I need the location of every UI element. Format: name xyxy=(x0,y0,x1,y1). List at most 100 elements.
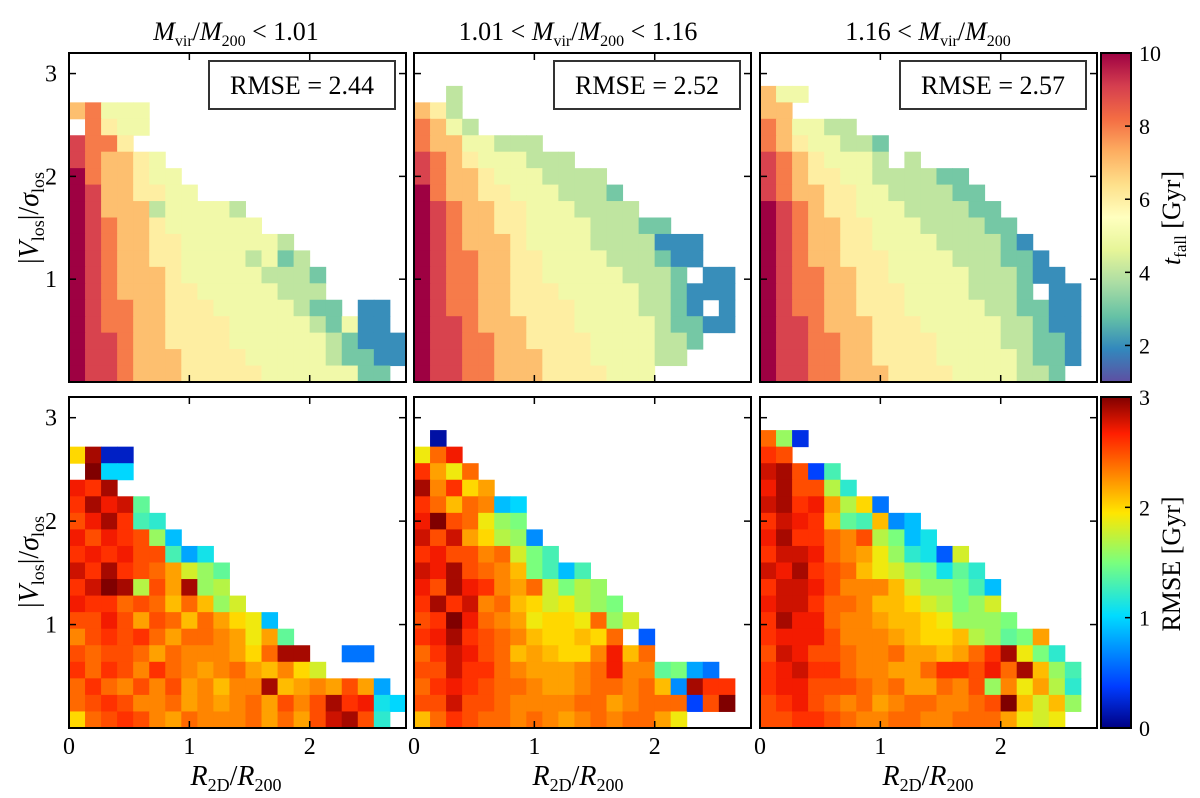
heatmap-cell xyxy=(904,266,921,284)
heatmap-cell xyxy=(776,316,793,334)
heatmap-cell xyxy=(462,711,479,729)
heatmap-cell xyxy=(824,628,841,646)
heatmap-cell xyxy=(478,479,495,497)
heatmap-cell xyxy=(526,135,543,153)
heatmap-cell xyxy=(558,628,575,646)
heatmap-cell xyxy=(101,151,118,169)
heatmap-cell xyxy=(952,316,970,334)
heatmap-cell xyxy=(952,711,970,729)
heatmap-cell xyxy=(718,694,736,712)
heatmap-cell xyxy=(462,168,479,186)
heatmap-cell xyxy=(936,217,954,235)
heatmap-cell xyxy=(622,299,640,317)
heatmap-cell xyxy=(872,365,889,383)
heatmap-cell xyxy=(430,233,447,251)
heatmap-cell xyxy=(414,628,431,646)
heatmap-cell xyxy=(840,579,857,597)
heatmap-cell xyxy=(792,299,809,317)
heatmap-cell xyxy=(181,579,198,597)
heatmap-cell xyxy=(149,168,166,186)
heatmap-cell xyxy=(213,562,230,580)
heatmap-cell xyxy=(776,283,793,301)
heatmap-cell xyxy=(213,645,230,663)
heatmap-cell xyxy=(85,545,102,563)
heatmap-cell xyxy=(590,645,608,663)
heatmap-cell xyxy=(373,299,391,317)
heatmap-cell xyxy=(117,496,134,514)
heatmap-cell xyxy=(952,233,970,251)
heatmap-cell xyxy=(293,349,311,367)
heatmap-cell xyxy=(654,661,672,679)
heatmap-cell xyxy=(430,168,447,186)
heatmap-cell xyxy=(840,365,857,383)
heatmap-cell xyxy=(165,332,182,350)
heatmap-cell xyxy=(462,283,479,301)
heatmap-cell xyxy=(840,151,857,169)
heatmap-cell xyxy=(984,579,1002,597)
heatmap-cell xyxy=(968,562,986,580)
heatmap-cell xyxy=(856,151,873,169)
heatmap-cell xyxy=(872,545,889,563)
heatmap-cell xyxy=(590,283,608,301)
heatmap-cell xyxy=(984,711,1002,729)
heatmap-cell xyxy=(462,628,479,646)
heatmap-cell xyxy=(414,316,431,334)
heatmap-cell xyxy=(1016,645,1034,663)
heatmap-cell xyxy=(446,201,463,218)
heatmap-cell xyxy=(776,233,793,251)
heatmap-cell xyxy=(1000,283,1018,301)
heatmap-cell xyxy=(952,299,970,317)
heatmap-cell xyxy=(414,529,431,547)
heatmap-cell xyxy=(478,678,495,696)
heatmap-cell xyxy=(686,283,704,301)
x-axis-label-2: R2D/R200 xyxy=(532,761,624,795)
heatmap-cell xyxy=(69,678,86,696)
heatmap-cell xyxy=(357,349,375,367)
heatmap-cell xyxy=(357,678,375,696)
heatmap-cell xyxy=(670,283,688,301)
heatmap-cell xyxy=(446,250,463,268)
heatmap-cell xyxy=(277,332,295,350)
heatmap-cell xyxy=(85,446,102,464)
heatmap-cell xyxy=(606,595,624,613)
heatmap-cell xyxy=(117,645,134,663)
heatmap-cell xyxy=(776,512,793,530)
heatmap-cell xyxy=(718,266,736,284)
heatmap-cell xyxy=(622,233,640,251)
heatmap-cell xyxy=(824,545,841,563)
heatmap-cell xyxy=(840,201,857,218)
heatmap-cell xyxy=(904,299,921,317)
heatmap-cell xyxy=(968,661,986,679)
heatmap-cell xyxy=(872,168,889,186)
heatmap-cell xyxy=(197,562,214,580)
heatmap-cell xyxy=(574,711,591,729)
heatmap-cell xyxy=(558,283,575,301)
heatmap-cell xyxy=(133,201,150,218)
heatmap-cell xyxy=(920,628,937,646)
heatmap-cell xyxy=(446,612,463,630)
heatmap-cell xyxy=(856,250,873,268)
heatmap-cell xyxy=(670,349,688,367)
heatmap-cell xyxy=(165,645,182,663)
heatmap-cell xyxy=(872,233,889,251)
heatmap-cell xyxy=(1016,694,1034,712)
heatmap-cell xyxy=(670,266,688,284)
heatmap-cell xyxy=(872,529,889,547)
heatmap-cell xyxy=(558,595,575,613)
heatmap-cell xyxy=(510,365,527,383)
heatmap-cell xyxy=(824,612,841,630)
heatmap-cell xyxy=(590,299,608,317)
heatmap-cell xyxy=(261,349,279,367)
heatmap-cell xyxy=(510,562,527,580)
heatmap-cell xyxy=(1016,628,1034,646)
heatmap-cell xyxy=(840,628,857,646)
heatmap-cell xyxy=(670,250,688,268)
heatmap-cell xyxy=(149,151,166,169)
heatmap-cell xyxy=(776,168,793,186)
heatmap-cell xyxy=(165,562,182,580)
heatmap-cell xyxy=(936,250,954,268)
heatmap-cell xyxy=(542,201,559,218)
heatmap-cell xyxy=(181,184,198,202)
heatmap-cell xyxy=(952,661,970,679)
heatmap-cell xyxy=(213,299,230,317)
